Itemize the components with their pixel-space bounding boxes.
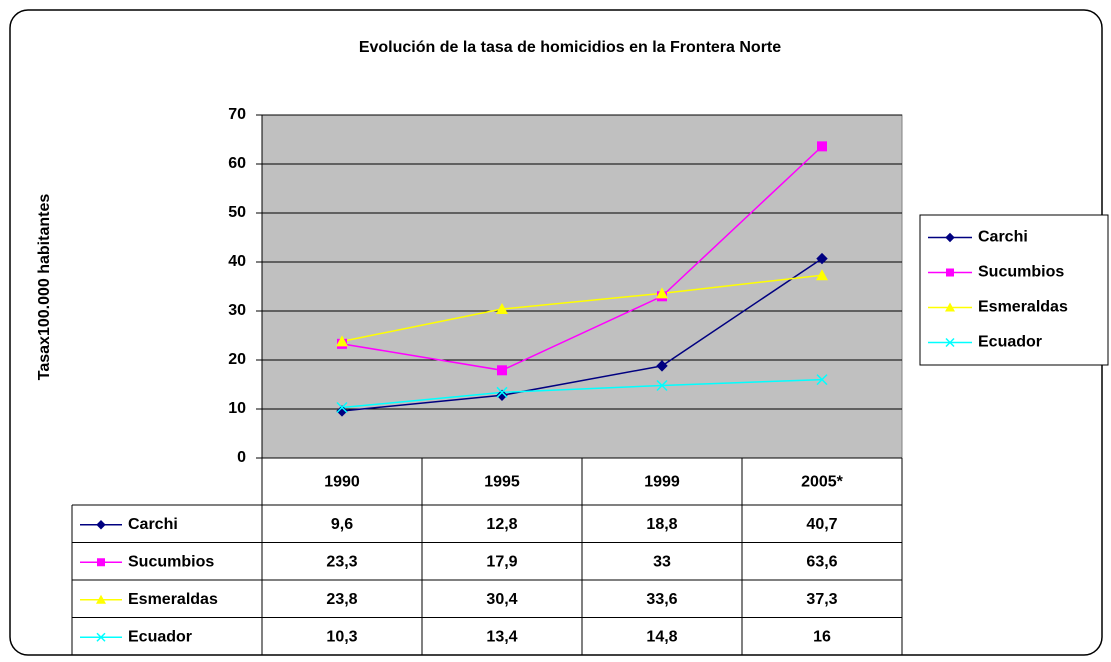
chart-title: Evolución de la tasa de homicidios en la… xyxy=(359,39,781,56)
legend-label: Esmeraldas xyxy=(978,299,1068,316)
data-point xyxy=(497,365,507,376)
data-point xyxy=(816,374,828,386)
x-tick-label: 1990 xyxy=(324,474,360,491)
data-point xyxy=(817,141,827,152)
x-tick-label: 1995 xyxy=(484,474,520,491)
table-row-label: Carchi xyxy=(128,516,178,533)
table-cell: 37,3 xyxy=(806,591,837,608)
data-point xyxy=(336,401,348,414)
x-tick-label: 1999 xyxy=(644,474,680,491)
y-tick-label: 70 xyxy=(228,106,246,123)
y-axis-label: Tasax100.000 habitantes xyxy=(36,194,53,381)
data-point xyxy=(336,405,348,417)
legend-key-marker xyxy=(945,337,955,348)
marker-stroke xyxy=(496,386,508,398)
y-tick-label: 40 xyxy=(228,253,246,270)
table-row-label: Sucumbios xyxy=(128,553,214,570)
series-line xyxy=(341,145,823,372)
table-cell: 9,6 xyxy=(331,516,353,533)
legend-label: Carchi xyxy=(978,229,1028,246)
legend-key-marker xyxy=(945,232,955,243)
table-key-marker xyxy=(97,558,105,567)
table-cell: 12,8 xyxy=(486,516,517,533)
table-cell: 10,3 xyxy=(326,628,357,645)
marker-stroke xyxy=(945,337,955,348)
legend-label: Ecuador xyxy=(978,334,1042,351)
y-tick-label: 50 xyxy=(228,204,246,221)
table-cell: 17,9 xyxy=(486,553,517,570)
marker-stroke xyxy=(656,379,668,392)
y-tick-label: 20 xyxy=(228,351,246,368)
legend-key-marker xyxy=(945,302,955,312)
marker-stroke xyxy=(816,374,828,386)
table-cell: 30,4 xyxy=(486,591,517,608)
table-cell: 63,6 xyxy=(806,553,837,570)
legend-label: Sucumbios xyxy=(978,264,1064,281)
table-cell: 18,8 xyxy=(646,516,677,533)
y-tick-label: 30 xyxy=(228,302,246,319)
table-cell: 14,8 xyxy=(646,628,677,645)
series-line xyxy=(341,378,823,409)
x-tick-label: 2005* xyxy=(801,474,844,491)
data-point xyxy=(496,303,508,315)
data-point xyxy=(816,269,828,281)
series-line xyxy=(341,274,823,343)
table-cell: 40,7 xyxy=(806,516,837,533)
data-point xyxy=(656,379,668,392)
data-point xyxy=(496,389,508,401)
data-point xyxy=(816,252,828,265)
data-point xyxy=(656,360,668,372)
table-key-marker xyxy=(96,594,106,604)
table-cell: 16 xyxy=(813,628,831,645)
table-cell: 23,8 xyxy=(326,591,357,608)
table-key-marker xyxy=(96,520,106,530)
series-line xyxy=(341,257,823,412)
marker-stroke xyxy=(96,632,106,642)
table-key-marker xyxy=(96,632,106,642)
data-point xyxy=(656,287,668,299)
data-point xyxy=(496,386,508,398)
y-tick-label: 10 xyxy=(228,400,246,417)
table-cell: 33,6 xyxy=(646,591,677,608)
legend-key-marker xyxy=(946,268,954,277)
marker-stroke xyxy=(336,401,348,414)
table-cell: 13,4 xyxy=(486,628,517,645)
table-cell: 23,3 xyxy=(326,553,357,570)
y-tick-label: 60 xyxy=(228,155,246,172)
y-tick-label: 0 xyxy=(237,449,246,466)
table-cell: 33 xyxy=(653,553,671,570)
table-row-label: Ecuador xyxy=(128,628,192,645)
data-point xyxy=(336,335,348,347)
table-row-label: Esmeraldas xyxy=(128,591,218,608)
